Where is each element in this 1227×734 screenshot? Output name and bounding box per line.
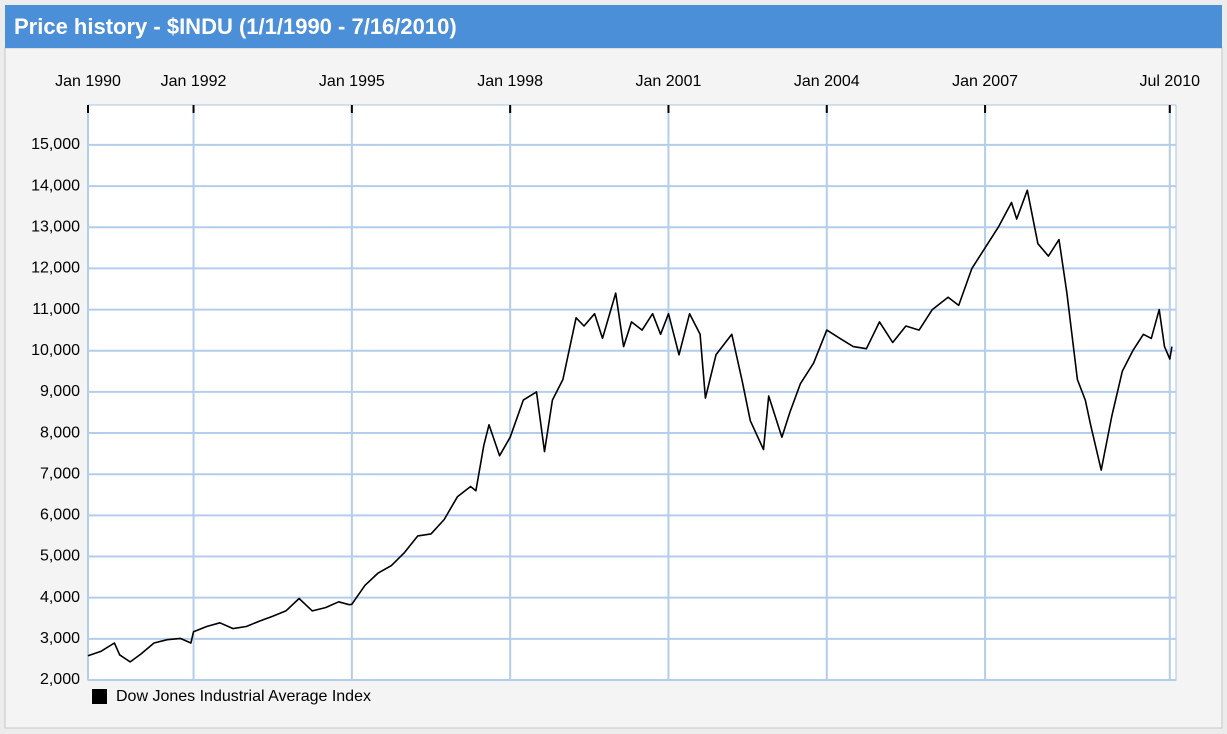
y-tick-label: 10,000 <box>31 342 80 359</box>
price-line <box>87 189 1173 663</box>
x-tick-label: Jan 2001 <box>636 73 702 90</box>
x-tick-label: Jan 2004 <box>794 73 860 90</box>
y-tick-label: 7,000 <box>40 465 80 482</box>
x-tick-label: Jan 1998 <box>477 73 543 90</box>
x-tick-label: Jan 1992 <box>161 73 227 90</box>
y-tick-label: 15,000 <box>31 136 80 153</box>
y-tick-label: 9,000 <box>40 383 80 400</box>
x-tick-label: Jan 2007 <box>952 73 1018 90</box>
y-tick-label: 11,000 <box>32 301 80 318</box>
y-tick-label: 5,000 <box>40 548 80 565</box>
legend-label: Dow Jones Industrial Average Index <box>116 688 371 705</box>
y-tick-label: 12,000 <box>31 260 80 277</box>
y-tick-label: 3,000 <box>40 630 80 647</box>
y-tick-label: 2,000 <box>40 671 80 688</box>
y-tick-label: 4,000 <box>40 589 80 606</box>
legend-swatch <box>92 689 107 704</box>
x-tick-label: Jan 1995 <box>319 73 385 90</box>
chart-title: Price history - $INDU (1/1/1990 - 7/16/2… <box>14 14 457 39</box>
y-tick-label: 14,000 <box>31 177 80 194</box>
title-bar <box>5 5 1222 48</box>
x-tick-label: Jul 2010 <box>1140 73 1201 90</box>
x-tick-label: Jan 1990 <box>55 73 121 90</box>
y-tick-label: 8,000 <box>40 424 80 441</box>
y-tick-label: 6,000 <box>40 507 80 524</box>
y-tick-label: 13,000 <box>31 218 80 235</box>
